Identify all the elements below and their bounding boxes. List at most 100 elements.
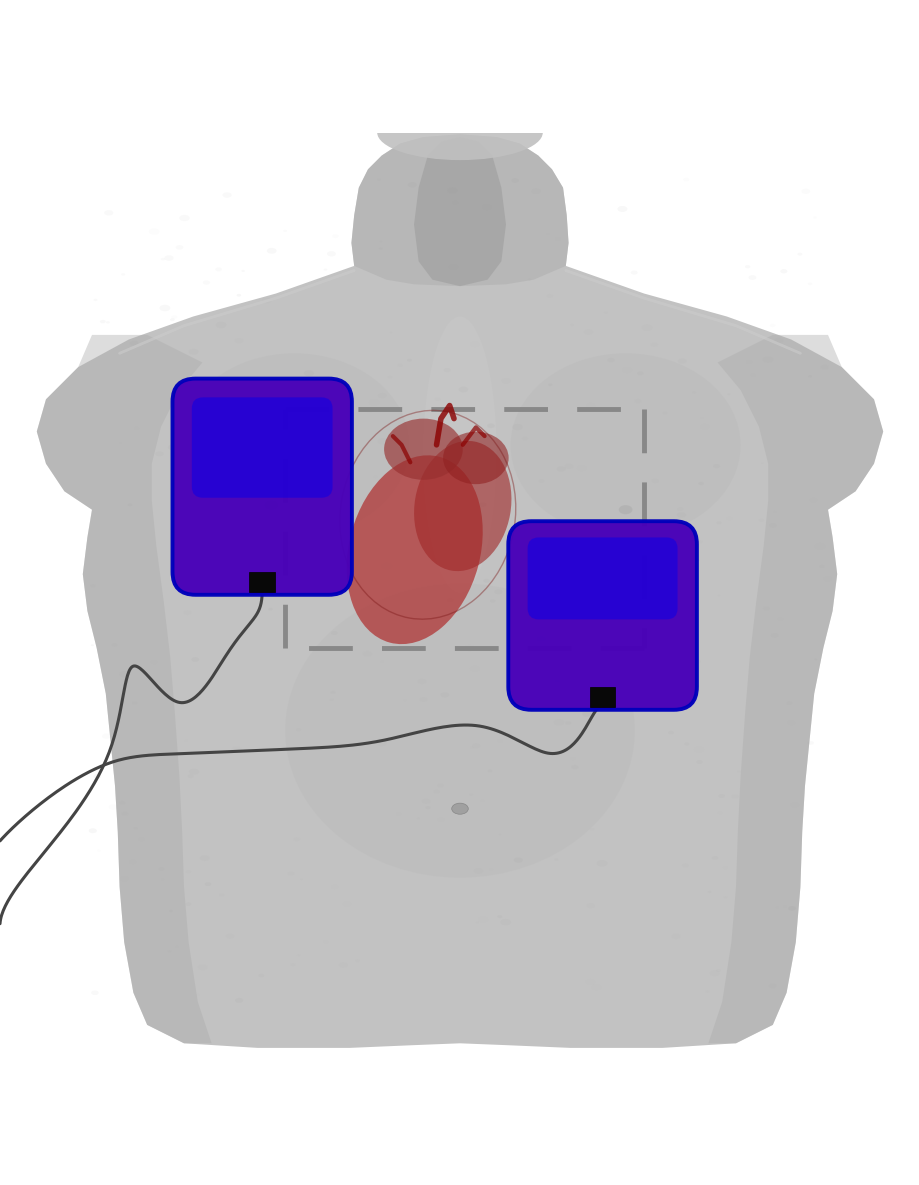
Ellipse shape <box>191 658 199 661</box>
Ellipse shape <box>731 794 738 799</box>
Ellipse shape <box>782 905 786 908</box>
Ellipse shape <box>676 512 686 518</box>
Ellipse shape <box>167 444 176 450</box>
Ellipse shape <box>423 316 496 592</box>
Ellipse shape <box>819 565 823 568</box>
Ellipse shape <box>165 255 174 261</box>
Ellipse shape <box>93 774 101 779</box>
Ellipse shape <box>696 559 698 562</box>
Ellipse shape <box>330 691 335 694</box>
Ellipse shape <box>513 858 522 863</box>
Ellipse shape <box>387 376 391 378</box>
Ellipse shape <box>788 907 795 911</box>
Ellipse shape <box>511 178 518 182</box>
Ellipse shape <box>451 803 468 814</box>
Ellipse shape <box>362 651 372 656</box>
Ellipse shape <box>285 583 634 878</box>
Ellipse shape <box>448 456 454 460</box>
Ellipse shape <box>267 416 278 422</box>
Ellipse shape <box>554 237 561 241</box>
Ellipse shape <box>609 685 612 686</box>
Ellipse shape <box>712 465 720 468</box>
Ellipse shape <box>170 319 175 321</box>
FancyBboxPatch shape <box>508 521 697 710</box>
Ellipse shape <box>478 502 486 507</box>
Ellipse shape <box>813 543 824 550</box>
Ellipse shape <box>407 182 416 187</box>
Ellipse shape <box>234 338 244 344</box>
Ellipse shape <box>267 248 277 254</box>
Ellipse shape <box>100 320 106 324</box>
Ellipse shape <box>698 482 703 485</box>
Ellipse shape <box>500 918 511 925</box>
Ellipse shape <box>130 340 139 346</box>
Ellipse shape <box>169 910 173 912</box>
Polygon shape <box>37 335 211 1043</box>
Polygon shape <box>37 134 882 1048</box>
Polygon shape <box>414 137 505 286</box>
Ellipse shape <box>718 794 724 798</box>
Ellipse shape <box>106 321 109 324</box>
FancyBboxPatch shape <box>191 397 332 498</box>
Ellipse shape <box>119 876 129 882</box>
Ellipse shape <box>267 608 273 610</box>
Ellipse shape <box>346 455 482 645</box>
Polygon shape <box>351 134 568 286</box>
Ellipse shape <box>425 806 430 809</box>
Ellipse shape <box>419 697 427 702</box>
FancyBboxPatch shape <box>172 378 351 595</box>
Ellipse shape <box>179 353 409 537</box>
Ellipse shape <box>265 500 278 510</box>
Ellipse shape <box>493 647 498 651</box>
Ellipse shape <box>622 622 630 627</box>
Ellipse shape <box>458 386 468 392</box>
Ellipse shape <box>158 867 165 871</box>
Ellipse shape <box>510 353 740 537</box>
Ellipse shape <box>618 505 632 514</box>
Ellipse shape <box>377 105 542 160</box>
Ellipse shape <box>633 399 641 403</box>
Ellipse shape <box>446 598 453 602</box>
Ellipse shape <box>574 543 583 547</box>
Ellipse shape <box>487 769 492 773</box>
FancyBboxPatch shape <box>528 538 676 620</box>
Ellipse shape <box>807 376 811 378</box>
Ellipse shape <box>205 882 211 886</box>
Ellipse shape <box>482 578 489 583</box>
Ellipse shape <box>736 770 740 773</box>
Ellipse shape <box>210 403 218 409</box>
Ellipse shape <box>186 870 191 873</box>
Ellipse shape <box>231 747 242 752</box>
Ellipse shape <box>548 384 552 386</box>
Ellipse shape <box>490 600 495 603</box>
Ellipse shape <box>91 645 94 646</box>
Ellipse shape <box>91 991 98 995</box>
Ellipse shape <box>716 521 720 524</box>
Ellipse shape <box>128 504 132 506</box>
Ellipse shape <box>176 946 178 948</box>
Ellipse shape <box>546 233 550 235</box>
Ellipse shape <box>159 305 170 312</box>
Ellipse shape <box>121 274 125 276</box>
Ellipse shape <box>582 711 591 717</box>
Ellipse shape <box>496 915 502 918</box>
Ellipse shape <box>94 299 97 301</box>
Ellipse shape <box>414 441 511 571</box>
Ellipse shape <box>482 204 492 210</box>
Ellipse shape <box>543 608 553 614</box>
Ellipse shape <box>772 511 776 513</box>
Ellipse shape <box>684 742 688 745</box>
Ellipse shape <box>571 764 578 769</box>
Ellipse shape <box>618 583 624 587</box>
Ellipse shape <box>536 636 546 642</box>
Ellipse shape <box>667 731 673 735</box>
Ellipse shape <box>486 423 494 428</box>
Ellipse shape <box>406 359 412 361</box>
Ellipse shape <box>494 589 502 595</box>
Ellipse shape <box>469 793 472 796</box>
Ellipse shape <box>234 998 243 1003</box>
Polygon shape <box>708 335 882 1043</box>
Ellipse shape <box>636 371 643 376</box>
Ellipse shape <box>288 871 294 876</box>
Ellipse shape <box>617 206 627 212</box>
